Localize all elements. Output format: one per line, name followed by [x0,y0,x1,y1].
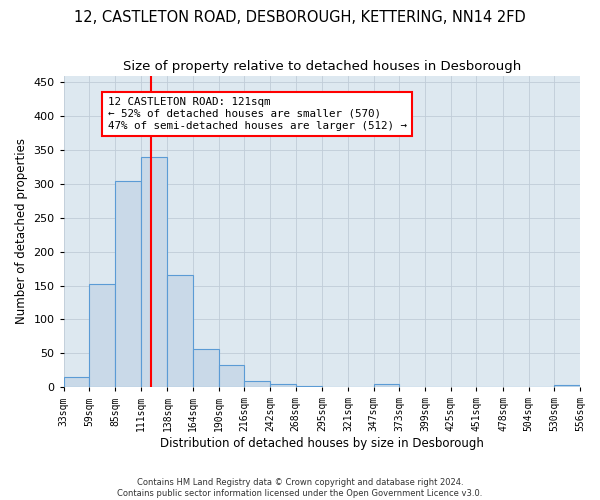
Bar [374,384,400,387]
Bar [296,386,322,387]
Bar [218,365,244,387]
Bar [141,157,167,387]
Bar [244,381,270,387]
Bar [115,180,141,387]
Bar [270,384,296,387]
Bar [64,377,89,387]
Title: Size of property relative to detached houses in Desborough: Size of property relative to detached ho… [123,60,521,73]
Text: 12, CASTLETON ROAD, DESBOROUGH, KETTERING, NN14 2FD: 12, CASTLETON ROAD, DESBOROUGH, KETTERIN… [74,10,526,25]
Bar [193,348,218,387]
Bar [89,284,115,387]
Text: 12 CASTLETON ROAD: 121sqm
← 52% of detached houses are smaller (570)
47% of semi: 12 CASTLETON ROAD: 121sqm ← 52% of detac… [107,98,407,130]
X-axis label: Distribution of detached houses by size in Desborough: Distribution of detached houses by size … [160,437,484,450]
Bar [554,385,580,387]
Text: Contains HM Land Registry data © Crown copyright and database right 2024.
Contai: Contains HM Land Registry data © Crown c… [118,478,482,498]
Y-axis label: Number of detached properties: Number of detached properties [15,138,28,324]
Bar [167,276,193,387]
